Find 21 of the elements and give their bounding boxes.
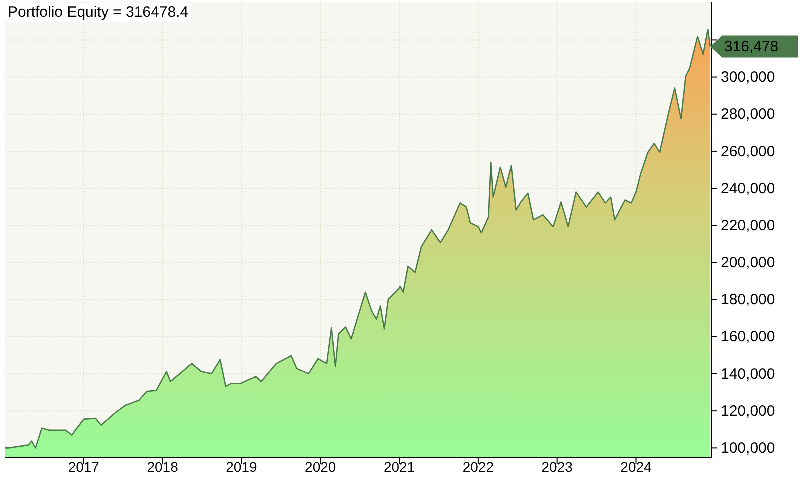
y-tick-label: 160,000 — [721, 328, 776, 346]
annotation: 316,478 — [724, 38, 779, 56]
chart-title: Portfolio Equity = 316478.4 — [8, 4, 189, 21]
x-tick-label: 2024 — [620, 459, 652, 476]
y-tick-label: 140,000 — [721, 366, 776, 383]
y-tick-label: 300,000 — [721, 69, 776, 86]
y-tick-label: 260,000 — [721, 143, 776, 160]
x-tick-label: 2023 — [542, 459, 574, 476]
y-tick-label: 200,000 — [721, 254, 776, 272]
y-tick-label: 240,000 — [721, 180, 776, 198]
y-tick-label: 280,000 — [721, 106, 776, 124]
x-tick-label: 2021 — [384, 459, 416, 476]
y-tick-label: 120,000 — [721, 402, 776, 420]
x-tick-label: 2017 — [68, 459, 100, 476]
x-tick-label: 2020 — [305, 459, 336, 476]
x-tick-label: 2018 — [147, 459, 179, 476]
y-tick-label: 180,000 — [721, 292, 776, 309]
y-tick-label: 100,000 — [721, 440, 776, 457]
x-tick-label: 2019 — [226, 459, 258, 476]
x-tick-label: 2022 — [462, 459, 494, 476]
y-tick-label: 220,000 — [721, 217, 776, 234]
